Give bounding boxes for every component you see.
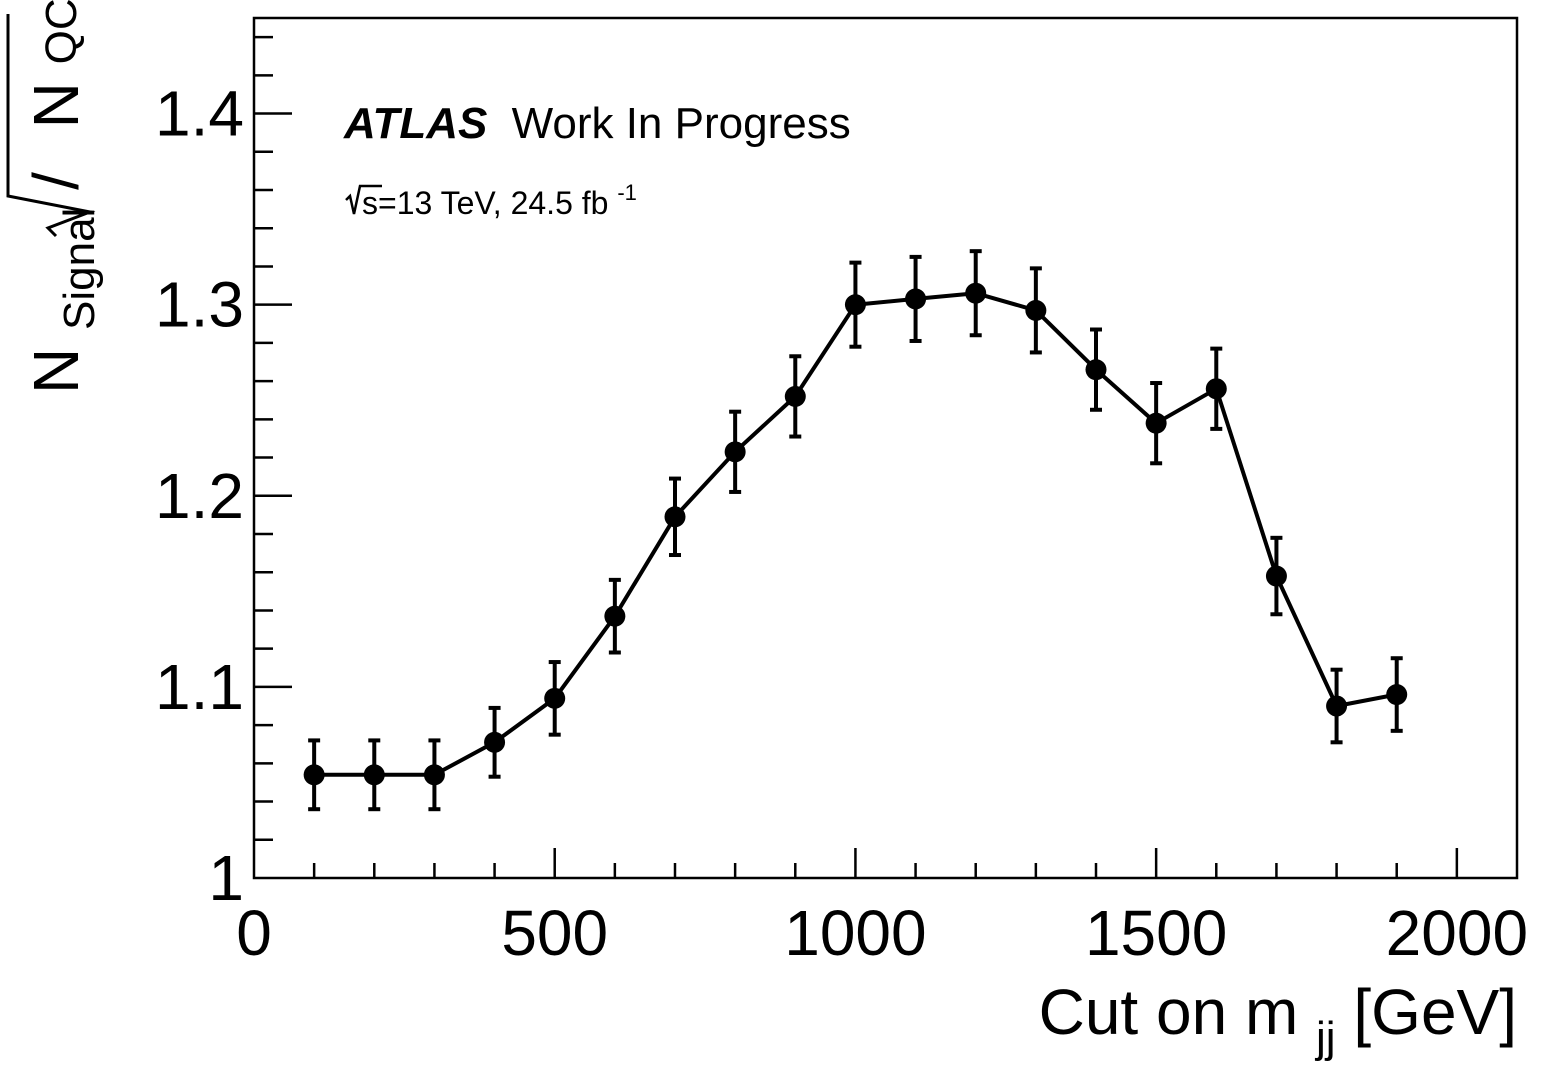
data-point: [965, 282, 987, 304]
x-axis-title: Cut on m jj [GeV]: [1039, 976, 1517, 1066]
minor-ticks: [254, 35, 1459, 878]
y-axis-title-den-sub: QCD: [37, 0, 86, 64]
y-tick-label: 1.4: [155, 78, 244, 150]
y-tick-label: 1.3: [155, 269, 244, 341]
data-point: [844, 294, 866, 316]
sqrt-sign-icon: [6, 14, 96, 238]
energy-lumi-label: s=13 TeV, 24.5 fb -1: [345, 180, 637, 221]
data-point: [544, 687, 566, 709]
data-point: [1085, 359, 1107, 381]
y-tick-label: 1: [208, 842, 244, 914]
data-point: [724, 441, 746, 463]
data-point: [1386, 684, 1408, 706]
data-point: [1265, 565, 1287, 587]
data-point: [1145, 412, 1167, 434]
x-axis-title-sub: jj: [1314, 1013, 1336, 1062]
data-point: [905, 288, 927, 310]
y-axis-title-den: N: [20, 82, 92, 128]
energy-lumi-text: s=13 TeV, 24.5 fb: [362, 185, 608, 221]
y-tick-label: 1.1: [155, 651, 244, 723]
plot-frame: [252, 16, 1519, 880]
y-tick-label: 1.2: [155, 460, 244, 532]
x-axis: 0 500 1000 1500 2000: [236, 897, 1528, 969]
x-tick-label: 1000: [784, 897, 926, 969]
experiment-name: ATLAS: [343, 99, 487, 148]
y-axis-title-sep: /: [20, 154, 92, 190]
data-point: [423, 764, 445, 786]
svg-text:s=13 TeV, 24.5 fb -1: s=13 TeV, 24.5 fb -1: [362, 180, 637, 221]
data-points: [303, 282, 1408, 786]
y-axis-title: N Signal / N QCD: [6, 0, 108, 394]
y-axis-title-num-sub: Signal: [55, 208, 104, 330]
atlas-label: ATLAS Work In Progress: [343, 99, 851, 148]
y-axis: 1 1.1 1.2 1.3 1.4: [155, 78, 244, 914]
status-label: Work In Progress: [512, 99, 851, 148]
data-point: [1326, 695, 1348, 717]
x-tick-label: 2000: [1386, 897, 1528, 969]
x-axis-title-main: Cut on m: [1039, 976, 1299, 1048]
data-point: [604, 605, 626, 627]
data-point: [363, 764, 385, 786]
error-bars: [308, 249, 1403, 812]
data-point: [784, 385, 806, 407]
data-point: [1025, 299, 1047, 321]
y-axis-title-num: N: [20, 348, 92, 394]
x-tick-label: 500: [501, 897, 608, 969]
x-axis-title-unit: [GeV]: [1353, 976, 1517, 1048]
x-tick-label: 0: [236, 897, 272, 969]
data-point: [303, 764, 325, 786]
x-tick-label: 1500: [1085, 897, 1227, 969]
lumi-exponent: -1: [617, 180, 637, 205]
data-point: [1205, 378, 1227, 400]
data-point: [664, 506, 686, 528]
sqrt-sign-icon: [345, 184, 382, 215]
data-point: [484, 731, 506, 753]
svg-text:N Signal /: N Signal / N QCD: [20, 0, 108, 394]
